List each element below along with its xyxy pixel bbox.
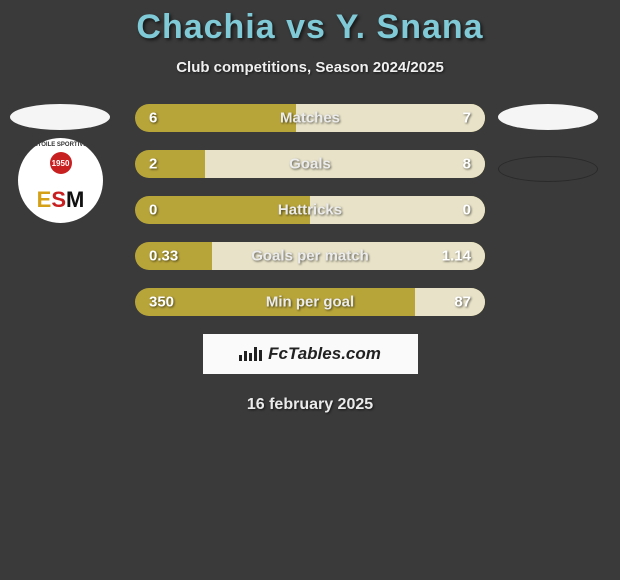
stat-left-value: 2 — [149, 156, 157, 173]
player-right-column — [498, 104, 598, 182]
chart-icon — [239, 347, 262, 361]
player-left-column: ETOILE SPORTIVE 1950 ESM — [10, 104, 110, 223]
club-logo-letter: M — [66, 189, 84, 211]
club-logo-letter: E — [37, 189, 52, 211]
page-title: Chachia vs Y. Snana — [0, 8, 620, 47]
stat-right-value: 8 — [463, 156, 471, 173]
stat-bar-right-fill — [205, 150, 485, 178]
stat-bar: 0.33 1.14 Goals per match — [135, 242, 485, 270]
player-left-avatar-placeholder — [10, 104, 110, 130]
date-line: 16 february 2025 — [0, 396, 620, 414]
stat-label: Hattricks — [278, 202, 342, 219]
stat-label: Min per goal — [266, 294, 354, 311]
stat-left-value: 0.33 — [149, 248, 178, 265]
stat-bar: 6 7 Matches — [135, 104, 485, 132]
club-logo-year: 1950 — [50, 152, 72, 174]
stat-bar: 2 8 Goals — [135, 150, 485, 178]
page-subtitle: Club competitions, Season 2024/2025 — [0, 59, 620, 76]
club-logo-letter: S — [51, 189, 66, 211]
stat-label: Matches — [280, 110, 340, 127]
comparison-card: Chachia vs Y. Snana Club competitions, S… — [0, 0, 620, 414]
stats-bars: 6 7 Matches 2 8 Goals 0 0 Hattricks 0.33 1.14 Goals… — [135, 104, 485, 316]
stat-left-value: 6 — [149, 110, 157, 127]
stat-right-value: 1.14 — [442, 248, 471, 265]
stat-right-value: 0 — [463, 202, 471, 219]
main-area: ETOILE SPORTIVE 1950 ESM 6 7 Matches 2 8 Goal… — [0, 104, 620, 414]
stat-left-value: 0 — [149, 202, 157, 219]
stat-bar: 350 87 Min per goal — [135, 288, 485, 316]
player-right-club-placeholder — [498, 156, 598, 182]
club-logo-letters: ESM — [37, 189, 85, 211]
stat-right-value: 7 — [463, 110, 471, 127]
player-right-avatar-placeholder — [498, 104, 598, 130]
stat-label: Goals per match — [251, 248, 369, 265]
stat-left-value: 350 — [149, 294, 174, 311]
brand-box[interactable]: FcTables.com — [203, 334, 418, 374]
brand-text: FcTables.com — [268, 344, 381, 364]
player-left-club-logo: ETOILE SPORTIVE 1950 ESM — [18, 138, 103, 223]
stat-right-value: 87 — [454, 294, 471, 311]
stat-bar: 0 0 Hattricks — [135, 196, 485, 224]
stat-bar-right-fill — [415, 288, 485, 316]
club-logo-arc-text: ETOILE SPORTIVE — [34, 142, 88, 148]
stat-label: Goals — [289, 156, 331, 173]
